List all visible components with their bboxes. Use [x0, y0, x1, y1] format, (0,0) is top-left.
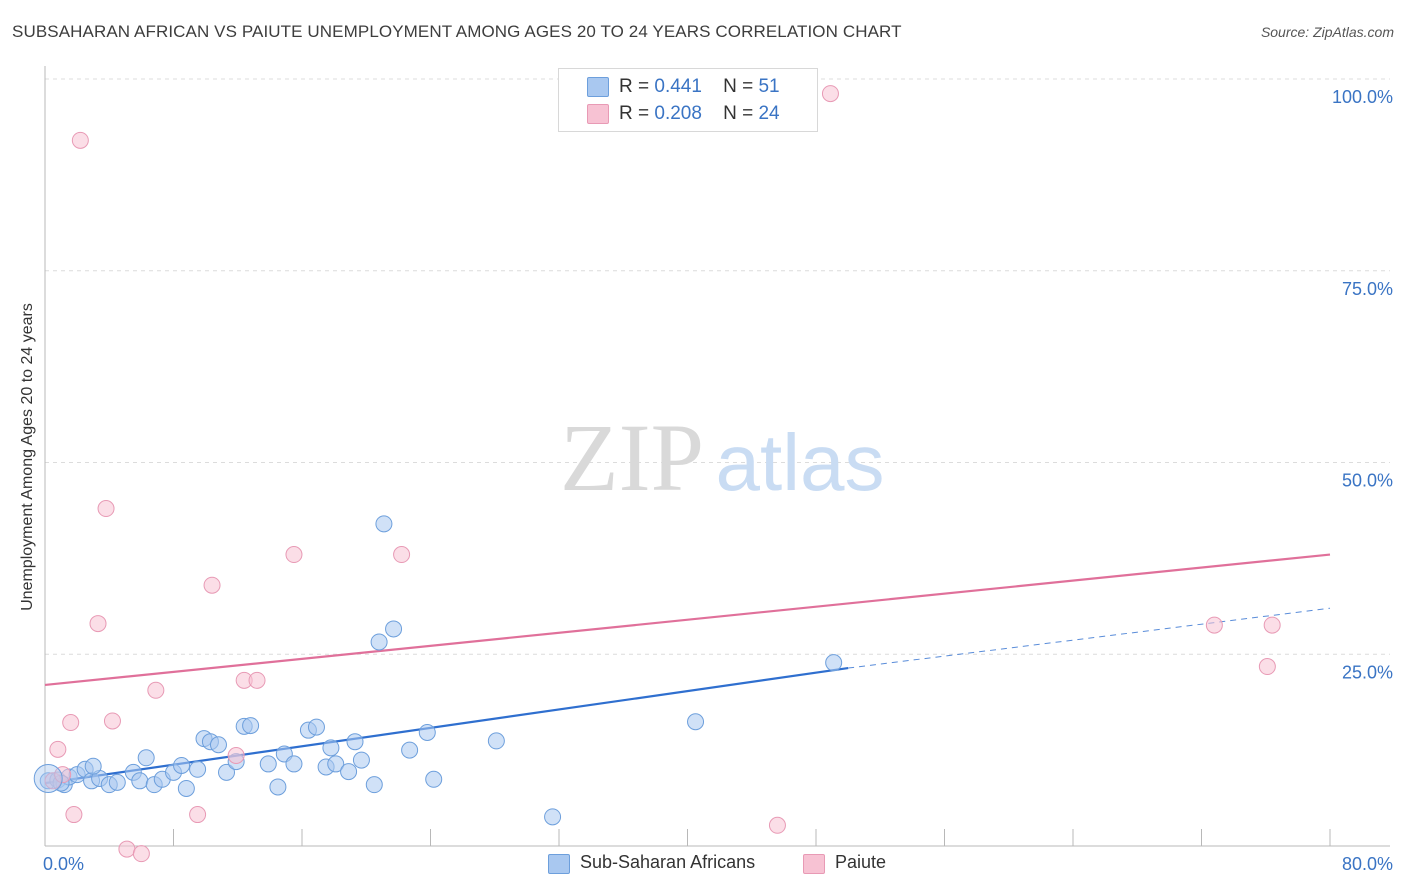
data-point-blue [346, 733, 364, 751]
legend-swatch-pink [587, 104, 609, 124]
data-point-blue [259, 755, 277, 773]
data-point-blue [370, 633, 388, 651]
bottom-legend-series1: Sub-Saharan Africans [580, 852, 756, 872]
watermark-zip: ZIP [560, 404, 704, 511]
watermark-atlas: atlas [716, 418, 885, 507]
data-point-pink [62, 714, 80, 732]
data-point-pink [49, 740, 67, 758]
data-point-blue [209, 736, 227, 754]
data-point-blue [401, 741, 419, 759]
data-point-pink [189, 806, 207, 824]
data-point-pink [768, 816, 786, 834]
data-point-pink [1205, 616, 1223, 634]
x-tick-label: 0.0% [43, 854, 84, 874]
watermark: ZIP atlas [560, 404, 884, 511]
data-point-blue [84, 757, 102, 775]
data-points [33, 85, 1281, 863]
bottom-legend-swatch-blue [548, 854, 570, 874]
data-point-pink [65, 806, 83, 824]
y-tick-label: 100.0% [1332, 87, 1393, 107]
data-point-blue [173, 756, 191, 774]
data-point-pink [103, 712, 121, 730]
bottom-legend-swatch-pink [803, 854, 825, 874]
chart-title: SUBSAHARAN AFRICAN VS PAIUTE UNEMPLOYMEN… [12, 22, 902, 41]
correlation-legend: R = 0.441 N = 51 R = 0.208 N = 24 [558, 68, 818, 132]
data-point-blue [487, 732, 505, 750]
data-point-blue [189, 760, 207, 778]
data-point-blue [687, 713, 705, 731]
y-tick-label: 50.0% [1342, 471, 1393, 491]
x-tick-labels: 0.0% 80.0% [43, 854, 1393, 874]
data-point-pink [821, 85, 839, 103]
data-point-blue [544, 808, 562, 826]
trend-line-paiute [44, 553, 1331, 687]
data-point-pink [132, 845, 150, 863]
legend-n-value-2: 24 [758, 103, 780, 124]
legend-n-label: N = [723, 76, 754, 97]
legend-r-label: R = [619, 76, 650, 97]
legend-r-label: R = [619, 103, 650, 124]
data-point-pink [285, 546, 303, 564]
data-point-blue [218, 763, 236, 781]
trend-line-subsaharan-extension [848, 607, 1331, 669]
data-point-blue [131, 772, 149, 790]
data-point-blue [269, 778, 287, 796]
data-point-pink [54, 766, 72, 784]
data-point-blue [108, 773, 126, 791]
bottom-legend-series2: Paiute [835, 852, 887, 872]
data-point-pink [71, 131, 89, 149]
data-point-pink [97, 500, 115, 518]
legend-r-value-1: 0.441 [654, 76, 702, 97]
source-label: Source: ZipAtlas.com [1260, 24, 1394, 40]
y-tick-labels: 25.0% 50.0% 75.0% 100.0% [1332, 87, 1393, 682]
legend-r-value-2: 0.208 [654, 103, 702, 124]
legend-n-value-1: 51 [758, 76, 780, 97]
trend-line-subsaharan [44, 666, 849, 785]
data-point-blue [425, 770, 443, 788]
data-point-pink [1258, 658, 1276, 676]
data-point-blue-cluster [33, 764, 63, 794]
legend-row-2: R = 0.208 N = 24 [619, 103, 780, 125]
legend-row-1: R = 0.441 N = 51 [619, 76, 780, 98]
y-axis-label: Unemployment Among Ages 20 to 24 years [19, 303, 36, 611]
data-point-blue [242, 717, 260, 735]
data-point-pink [227, 746, 245, 764]
data-point-blue [418, 723, 436, 741]
data-point-blue [307, 718, 325, 736]
data-point-pink [89, 615, 107, 633]
legend-n-label: N = [723, 103, 754, 124]
data-point-pink [1263, 616, 1281, 634]
y-tick-label: 25.0% [1342, 662, 1393, 682]
data-point-blue [177, 779, 195, 797]
data-point-blue [340, 763, 358, 781]
data-point-blue [365, 776, 383, 794]
x-tick-label: 80.0% [1342, 854, 1393, 874]
data-point-pink [118, 840, 136, 858]
legend-swatch-blue [587, 77, 609, 97]
data-point-pink [393, 546, 411, 564]
data-point-blue [285, 755, 303, 773]
data-point-blue [385, 620, 403, 638]
data-point-pink [203, 576, 221, 594]
data-point-pink [248, 671, 266, 689]
data-point-blue [327, 755, 345, 773]
data-point-blue [322, 739, 340, 757]
y-tick-label: 75.0% [1342, 279, 1393, 299]
axes [44, 66, 1390, 847]
data-point-blue [137, 749, 155, 767]
data-point-pink [147, 681, 165, 699]
data-point-blue [825, 654, 843, 672]
data-point-blue [375, 515, 393, 533]
data-point-blue [352, 751, 370, 769]
